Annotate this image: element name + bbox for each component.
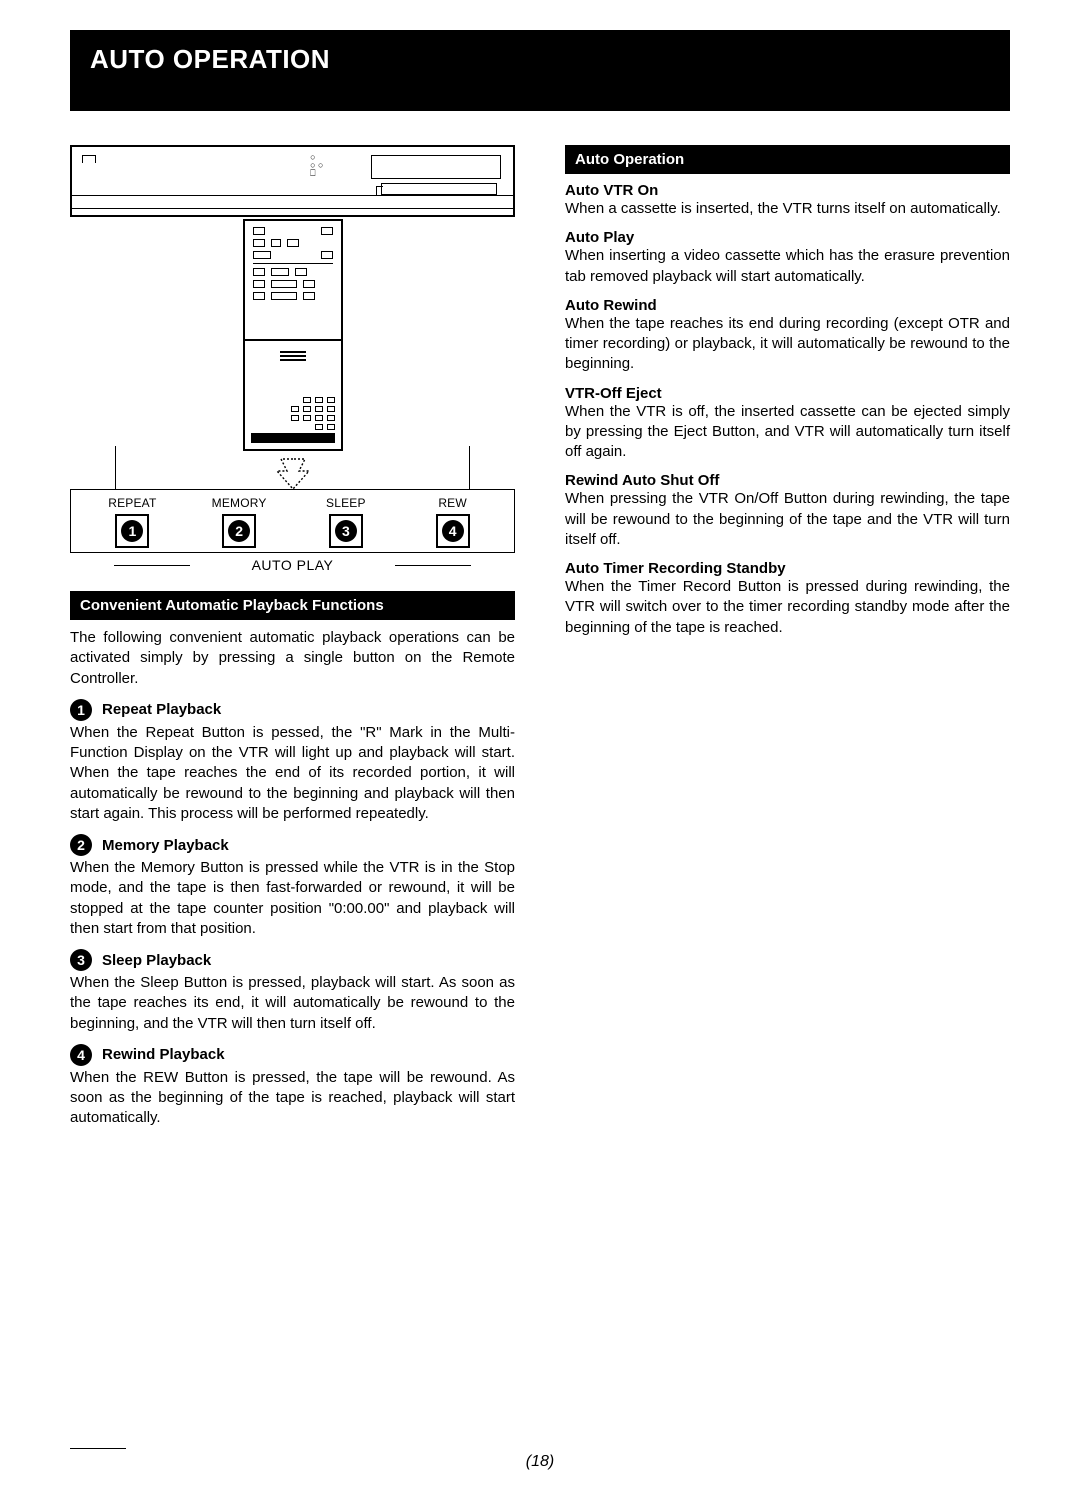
item3-title: VTR-Off Eject — [565, 385, 1010, 402]
fn2-body: When the Memory Button is pressed while … — [70, 858, 515, 939]
fn1-body: When the Repeat Button is pessed, the "R… — [70, 723, 515, 824]
autoplay-button-row: REPEAT 1 MEMORY 2 SLEEP 3 REW 4 — [70, 489, 515, 553]
item5-body: When the Timer Record Button is pressed … — [565, 577, 1010, 638]
circled-number-icon: 4 — [70, 1044, 92, 1066]
page-title: AUTO OPERATION — [90, 44, 330, 74]
vtr-remote-diagram: ○○ ○⎕ — [70, 145, 515, 573]
page-number: (18) — [0, 1453, 1080, 1471]
circled-number-icon: 3 — [335, 520, 357, 542]
button-rew: REW 4 — [399, 496, 506, 550]
autoplay-label: AUTO PLAY — [70, 557, 515, 573]
circled-number-icon: 2 — [228, 520, 250, 542]
button-memory: MEMORY 2 — [186, 496, 293, 550]
section-heading-playback: Convenient Automatic Playback Functions — [70, 591, 515, 620]
item2-body: When the tape reaches its end during rec… — [565, 314, 1010, 375]
footer-rule — [70, 1448, 126, 1449]
item4-title: Rewind Auto Shut Off — [565, 472, 1010, 489]
arrow-down-icon — [243, 457, 343, 491]
circled-number-icon: 1 — [70, 699, 92, 721]
fn2-heading: 2 Memory Playback — [70, 834, 515, 856]
item4-body: When pressing the VTR On/Off Button duri… — [565, 489, 1010, 550]
fn1-heading: 1 Repeat Playback — [70, 699, 515, 721]
page-title-bar: AUTO OPERATION — [70, 30, 1010, 111]
vtr-unit-illustration: ○○ ○⎕ — [70, 145, 515, 217]
left-column: ○○ ○⎕ — [70, 145, 515, 1139]
circled-number-icon: 1 — [121, 520, 143, 542]
fn3-heading: 3 Sleep Playback — [70, 949, 515, 971]
circled-number-icon: 4 — [442, 520, 464, 542]
circled-number-icon: 2 — [70, 834, 92, 856]
item0-title: Auto VTR On — [565, 182, 1010, 199]
item2-title: Auto Rewind — [565, 297, 1010, 314]
item1-body: When inserting a video cassette which ha… — [565, 246, 1010, 287]
fn4-body: When the REW Button is pressed, the tape… — [70, 1068, 515, 1129]
item3-body: When the VTR is off, the inserted casset… — [565, 402, 1010, 463]
two-column-layout: ○○ ○⎕ — [70, 145, 1010, 1139]
intro-text: The following convenient automatic playb… — [70, 628, 515, 689]
circled-number-icon: 3 — [70, 949, 92, 971]
item0-body: When a cassette is inserted, the VTR tur… — [565, 199, 1010, 219]
fn3-body: When the Sleep Button is pressed, playba… — [70, 973, 515, 1034]
section-heading-auto-op: Auto Operation — [565, 145, 1010, 174]
fn4-heading: 4 Rewind Playback — [70, 1044, 515, 1066]
remote-controller-illustration — [243, 219, 343, 451]
button-sleep: SLEEP 3 — [293, 496, 400, 550]
item1-title: Auto Play — [565, 229, 1010, 246]
right-column: Auto Operation Auto VTR On When a casset… — [565, 145, 1010, 1139]
button-repeat: REPEAT 1 — [79, 496, 186, 550]
item5-title: Auto Timer Recording Standby — [565, 560, 1010, 577]
